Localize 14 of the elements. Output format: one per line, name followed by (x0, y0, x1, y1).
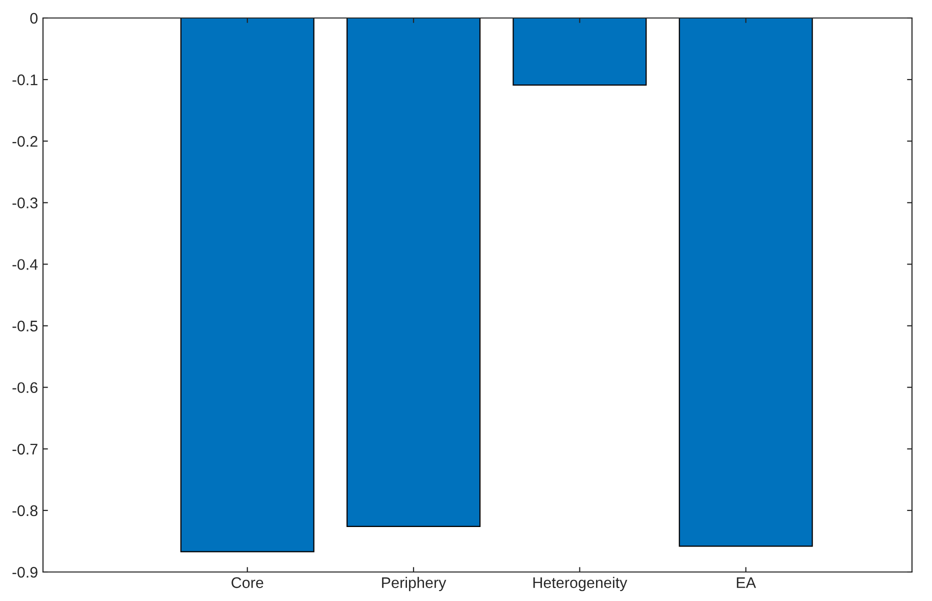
y-tick-label: -0.7 (12, 444, 38, 455)
y-tick-label: -0.4 (12, 259, 38, 270)
x-tick-label: Heterogeneity (533, 576, 628, 592)
y-tick-label: -0.9 (12, 566, 38, 578)
x-tick-label: Periphery (382, 576, 446, 592)
x-tick-label: EA (736, 577, 756, 588)
y-tick-label: -0.8 (12, 505, 38, 516)
y-tick-label: -0.1 (12, 74, 38, 86)
y-tick-label: -0.3 (12, 198, 38, 208)
y-tick-label: -0.2 (12, 136, 38, 147)
x-tick-label: Core (232, 577, 264, 588)
y-tick-label: 0 (30, 12, 38, 24)
y-tick-label: -0.6 (12, 382, 38, 394)
y-tick-label: -0.5 (12, 320, 38, 332)
